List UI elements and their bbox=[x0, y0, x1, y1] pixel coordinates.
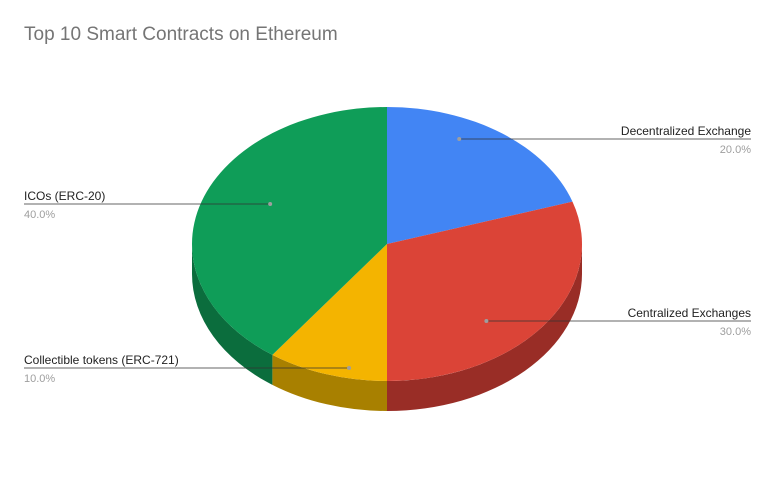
pie-label-decentralized-exchange: Decentralized Exchange 20.0% bbox=[457, 124, 751, 156]
leader-dot bbox=[347, 366, 352, 370]
pie-slice-icos-erc-20[interactable] bbox=[191, 107, 387, 355]
pie-label-icos-erc-20: ICOs (ERC-20) 40.0% bbox=[24, 189, 273, 221]
pie-slice-collectible-tokens-erc-721[interactable] bbox=[272, 244, 387, 381]
pie-slice-centralized-exchanges[interactable] bbox=[387, 201, 582, 381]
pie-side-icos-erc-20 bbox=[192, 244, 273, 385]
slice-label: Collectible tokens (ERC-721) bbox=[24, 353, 179, 367]
pie-labels: Decentralized Exchange 20.0% Centralized E… bbox=[24, 124, 751, 385]
leader-dot bbox=[484, 319, 489, 323]
chart-title: Top 10 Smart Contracts on Ethereum bbox=[24, 24, 338, 45]
pie-slices bbox=[191, 107, 582, 381]
leader-dot bbox=[457, 137, 462, 141]
pie-slice-decentralized-exchange[interactable] bbox=[387, 107, 573, 244]
pie-sides bbox=[192, 244, 582, 411]
pie-label-centralized-exchanges: Centralized Exchanges 30.0% bbox=[484, 306, 751, 338]
slice-percent: 20.0% bbox=[720, 144, 751, 156]
slice-percent: 10.0% bbox=[24, 373, 55, 385]
pie-label-collectible-tokens-erc-721: Collectible tokens (ERC-721) 10.0% bbox=[24, 353, 352, 385]
slice-label: ICOs (ERC-20) bbox=[24, 189, 105, 203]
slice-percent: 30.0% bbox=[720, 326, 751, 338]
pie-side-centralized-exchanges bbox=[387, 244, 582, 411]
leader-dot bbox=[268, 202, 273, 206]
slice-label: Decentralized Exchange bbox=[621, 124, 751, 138]
slice-label: Centralized Exchanges bbox=[628, 306, 751, 320]
slice-percent: 40.0% bbox=[24, 209, 55, 221]
pie-side-collectible-tokens-erc-721 bbox=[272, 354, 387, 411]
